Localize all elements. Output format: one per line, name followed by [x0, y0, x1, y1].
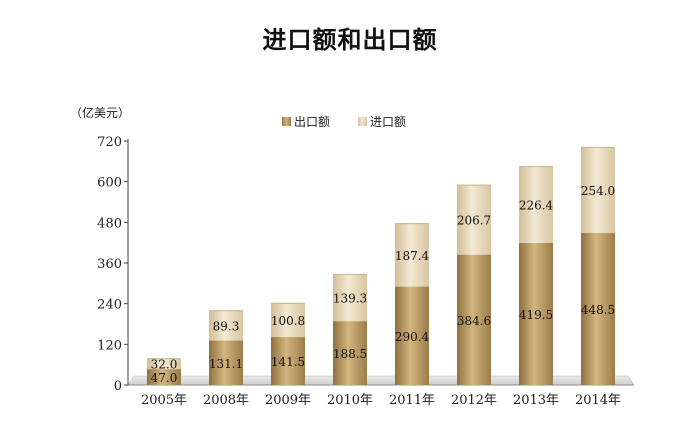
x-tick-label: 2014年 — [575, 393, 621, 408]
bar-export — [581, 233, 615, 385]
bar-export — [457, 254, 491, 385]
y-tick-label: 360 — [97, 257, 122, 272]
legend-label-import: 进口额 — [370, 115, 407, 129]
data-label-export: 131.1 — [209, 357, 243, 371]
data-label-import: 254.0 — [581, 184, 615, 198]
data-label-export: 384.6 — [457, 314, 491, 328]
x-tick-label: 2009年 — [265, 393, 311, 408]
bar-export — [395, 286, 429, 385]
data-label-export: 290.4 — [395, 330, 430, 344]
bar-import — [333, 273, 367, 322]
data-label-import: 100.8 — [271, 314, 305, 328]
bar-export — [271, 337, 305, 385]
bar-import — [271, 302, 305, 338]
legend: 出口额 进口额 — [282, 113, 434, 130]
legend-item-export: 出口额 — [282, 113, 330, 130]
y-tick-label: 240 — [97, 298, 122, 313]
data-label-export: 419.5 — [519, 308, 553, 322]
bar-import — [457, 184, 491, 255]
bar-import — [147, 358, 181, 370]
data-label-import: 226.4 — [519, 198, 554, 212]
x-tick-label: 2013年 — [513, 393, 559, 408]
data-label-import: 206.7 — [457, 214, 491, 228]
floor-plane — [127, 375, 635, 386]
x-tick-label: 2005年 — [141, 393, 187, 408]
legend-swatch-import — [358, 117, 368, 126]
bar-import — [581, 146, 615, 234]
y-tick-label: 0 — [114, 379, 122, 394]
y-axis-unit: （亿美元） — [70, 106, 131, 120]
legend-item-import: 进口额 — [358, 113, 406, 130]
data-label-import: 139.3 — [333, 292, 367, 306]
bar-export — [333, 321, 367, 385]
chart-title: 进口额和出口额 — [262, 25, 438, 54]
legend-label-export: 出口额 — [294, 115, 331, 129]
x-tick-label: 2008年 — [203, 393, 249, 408]
bar-export — [209, 340, 243, 385]
data-label-export: 141.5 — [271, 355, 305, 369]
data-label-import: 32.0 — [151, 358, 178, 372]
x-tick-label: 2011年 — [389, 393, 435, 408]
x-tick-label: 2012年 — [451, 393, 497, 408]
y-tick-label: 600 — [97, 176, 122, 191]
bar-import — [519, 166, 553, 243]
data-label-export: 448.5 — [581, 303, 615, 317]
data-label-import: 89.3 — [213, 319, 240, 333]
legend-swatch-export — [282, 117, 291, 126]
bar-import — [209, 310, 243, 341]
data-label-export: 188.5 — [333, 347, 367, 361]
y-tick-label: 720 — [97, 135, 122, 150]
x-tick-label: 2010年 — [327, 393, 373, 408]
bar-import — [395, 223, 429, 287]
data-label-import: 187.4 — [395, 249, 430, 263]
bar-export — [519, 242, 553, 385]
bar-export — [147, 369, 181, 385]
data-label-export: 47.0 — [151, 371, 178, 385]
y-tick-label: 480 — [97, 216, 122, 231]
y-tick-label: 120 — [97, 338, 122, 353]
